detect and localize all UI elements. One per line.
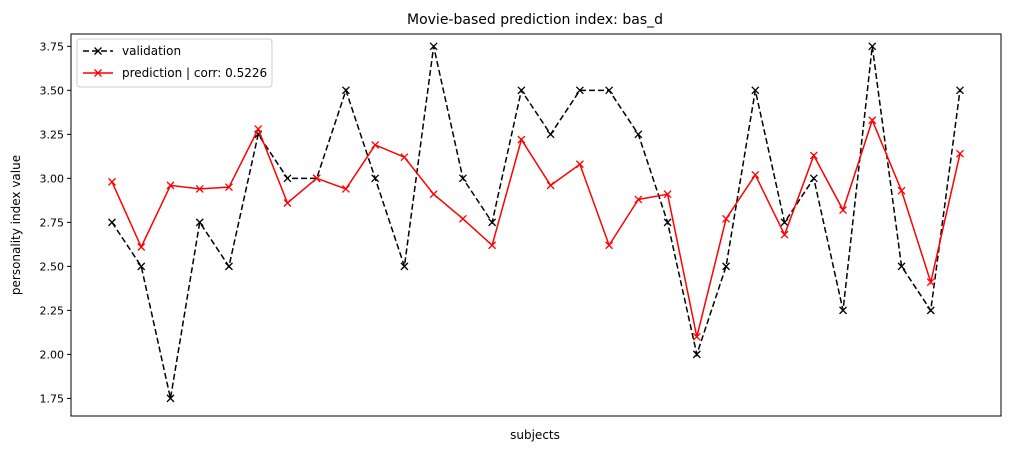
data-point (517, 135, 526, 144)
data-point (692, 350, 701, 359)
data-point (137, 243, 146, 251)
data-point (546, 181, 555, 190)
data-point (692, 332, 701, 341)
data-point (400, 262, 409, 271)
data-point (663, 190, 672, 199)
data-point (400, 153, 409, 162)
data-point (341, 86, 350, 95)
data-point (517, 86, 526, 95)
legend-marker (94, 47, 102, 55)
data-point (166, 181, 175, 190)
y-tick-label: 3.50 (40, 84, 65, 97)
data-point (488, 241, 497, 250)
data-point (429, 190, 438, 199)
y-axis-label: personality index value (9, 155, 23, 295)
data-point (809, 174, 818, 183)
data-point (839, 306, 847, 315)
data-point (195, 184, 204, 193)
y-tick-label: 2.00 (40, 348, 65, 361)
data-point (195, 218, 204, 227)
series-line (111, 46, 961, 399)
data-point (780, 218, 789, 227)
data-point (634, 195, 643, 204)
data-point (751, 86, 760, 95)
data-point (839, 206, 847, 214)
data-point (283, 174, 292, 183)
series-layer (108, 42, 964, 403)
x-axis-label: subjects (510, 428, 560, 442)
data-point (663, 218, 672, 227)
data-point (897, 186, 906, 195)
data-point (429, 42, 438, 51)
data-point (225, 183, 233, 192)
data-point (868, 116, 877, 125)
data-point (575, 86, 584, 95)
data-point (956, 86, 964, 95)
data-point (634, 130, 643, 139)
legend-entry: validation (122, 44, 181, 58)
data-point (225, 262, 233, 271)
y-axis: 1.75 2.00 2.25 2.50 2.75 3.00 3.25 3.50 3.75 (40, 40, 71, 405)
data-point (956, 149, 964, 158)
data-point (897, 262, 906, 271)
data-point (137, 262, 146, 271)
data-point (371, 140, 380, 149)
data-point (546, 130, 555, 139)
data-point (780, 230, 789, 239)
data-point (312, 174, 321, 183)
data-point (371, 174, 380, 183)
y-tick-label: 3.75 (40, 40, 65, 53)
data-point (341, 184, 350, 193)
data-point (488, 218, 497, 227)
y-tick-label: 2.25 (40, 304, 65, 317)
data-point (722, 214, 731, 223)
series-prediction (108, 116, 964, 341)
series-validation (108, 42, 964, 403)
data-point (254, 125, 263, 134)
y-tick-label: 3.25 (40, 128, 65, 141)
legend-marker (94, 69, 102, 77)
series-line (111, 118, 961, 337)
data-point (751, 170, 760, 179)
data-point (166, 394, 175, 403)
data-point (108, 177, 116, 186)
data-point (926, 278, 935, 287)
data-point (809, 151, 818, 160)
plot-area (70, 33, 1002, 417)
legend-entry: prediction | corr: 0.5226 (122, 66, 267, 80)
y-tick-label: 2.50 (40, 260, 65, 273)
legend: validation prediction | corr: 0.5226 (76, 38, 273, 88)
data-point (575, 160, 584, 169)
data-point (108, 218, 116, 227)
data-point (605, 86, 614, 95)
chart-title: Movie-based prediction index: bas_d (407, 12, 663, 28)
y-tick-label: 3.00 (40, 172, 65, 185)
data-point (605, 241, 614, 250)
y-tick-label: 2.75 (40, 216, 65, 229)
legend-box (76, 38, 273, 88)
data-point (458, 174, 467, 183)
data-point (283, 199, 292, 207)
data-point (926, 306, 935, 315)
data-point (722, 262, 731, 271)
data-point (458, 214, 467, 223)
y-tick-label: 1.75 (40, 392, 65, 405)
data-point (868, 42, 877, 51)
